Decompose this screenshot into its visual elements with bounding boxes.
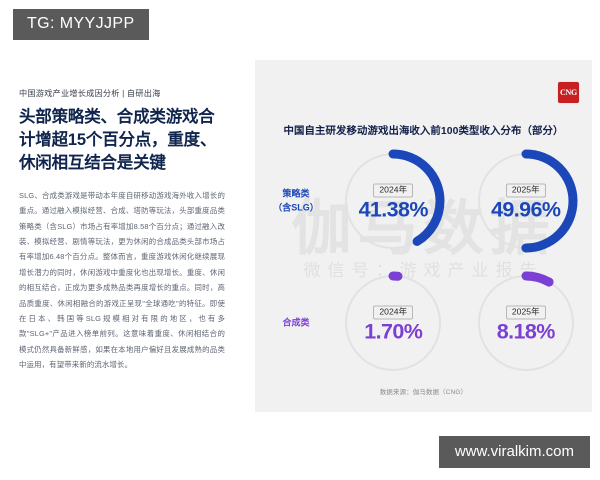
site-watermark-badge: www.viralkim.com — [438, 436, 590, 468]
donut-strategy-2024-value: 41.38% — [358, 197, 429, 222]
cng-logo-text: CNG — [560, 88, 577, 97]
donut-merge-2024: 2024年 1.70% — [337, 267, 449, 379]
series-label-strategy-line1: 策略类 — [282, 188, 310, 199]
donut-merge-2025-value: 8.18% — [496, 319, 556, 344]
donut-strategy-2025-center: 2025年 49.96% — [470, 179, 582, 222]
cng-logo-icon: CNG — [557, 81, 580, 104]
donut-merge-2024-center: 2024年 1.70% — [337, 301, 449, 344]
series-label-merge: 合成类 — [263, 316, 329, 330]
donut-merge-2025-center: 2025年 8.18% — [470, 301, 582, 344]
series-label-merge-line1: 合成类 — [282, 317, 310, 328]
donut-group-merge: 2024年 1.70% 2025年 8.18% — [327, 262, 592, 384]
donut-strategy-2024-year: 2024年 — [373, 183, 414, 198]
donut-merge-2024-year: 2024年 — [373, 305, 414, 320]
chart-row-merge: 合成类 2024年 1.70% — [255, 262, 592, 384]
chart-source-note: 数据来源：伽马数据（CNG） — [379, 389, 468, 396]
donut-strategy-2025-year: 2025年 — [505, 183, 546, 198]
donut-merge-2024-value: 1.70% — [364, 319, 423, 344]
chart-panel: CNG 中国自主研发移动游戏出海收入前100类型收入分布（部分） 伽马数据 微信… — [255, 60, 592, 412]
donut-strategy-2025-value: 49.96% — [491, 197, 561, 222]
donut-group-strategy: 2024年 41.38% 2025年 49.96% — [327, 140, 592, 262]
article-kicker: 中国游戏产业增长成因分析 | 自研出海 — [19, 89, 161, 98]
donut-merge-2025-svg — [474, 271, 578, 375]
chart-title: 中国自主研发移动游戏出海收入前100类型收入分布（部分） — [283, 126, 564, 137]
article-headline: 头部策略类、合成类游戏合计增超15个百分点，重度、休闲相互结合是关键 — [19, 108, 217, 173]
donut-merge-2025-year: 2025年 — [505, 305, 546, 320]
article-column: 中国游戏产业增长成因分析 | 自研出海 头部策略类、合成类游戏合计增超15个百分… — [19, 88, 225, 372]
donut-strategy-2025-svg — [474, 149, 578, 253]
donut-strategy-2024: 2024年 41.38% — [337, 145, 449, 257]
series-label-strategy: 策略类 （含SLG） — [263, 188, 329, 215]
article-body: SLG、合成类游戏是带动本年度自研移动游戏海外收入增长的重点。通过融入模拟经营、… — [19, 190, 225, 370]
tg-watermark-badge: TG: MYYJJPP — [13, 9, 149, 40]
donut-strategy-2025: 2025年 49.96% — [470, 145, 582, 257]
chart-row-strategy: 策略类 （含SLG） 2024年 41.38% — [255, 140, 592, 262]
chart-rows: 策略类 （含SLG） 2024年 41.38% — [255, 140, 592, 384]
donut-merge-2025: 2025年 8.18% — [470, 267, 582, 379]
donut-merge-2024-svg — [341, 271, 445, 375]
series-label-strategy-line2: （含SLG） — [273, 202, 319, 212]
donut-strategy-2024-svg — [341, 149, 445, 253]
donut-strategy-2024-center: 2024年 41.38% — [337, 179, 449, 222]
